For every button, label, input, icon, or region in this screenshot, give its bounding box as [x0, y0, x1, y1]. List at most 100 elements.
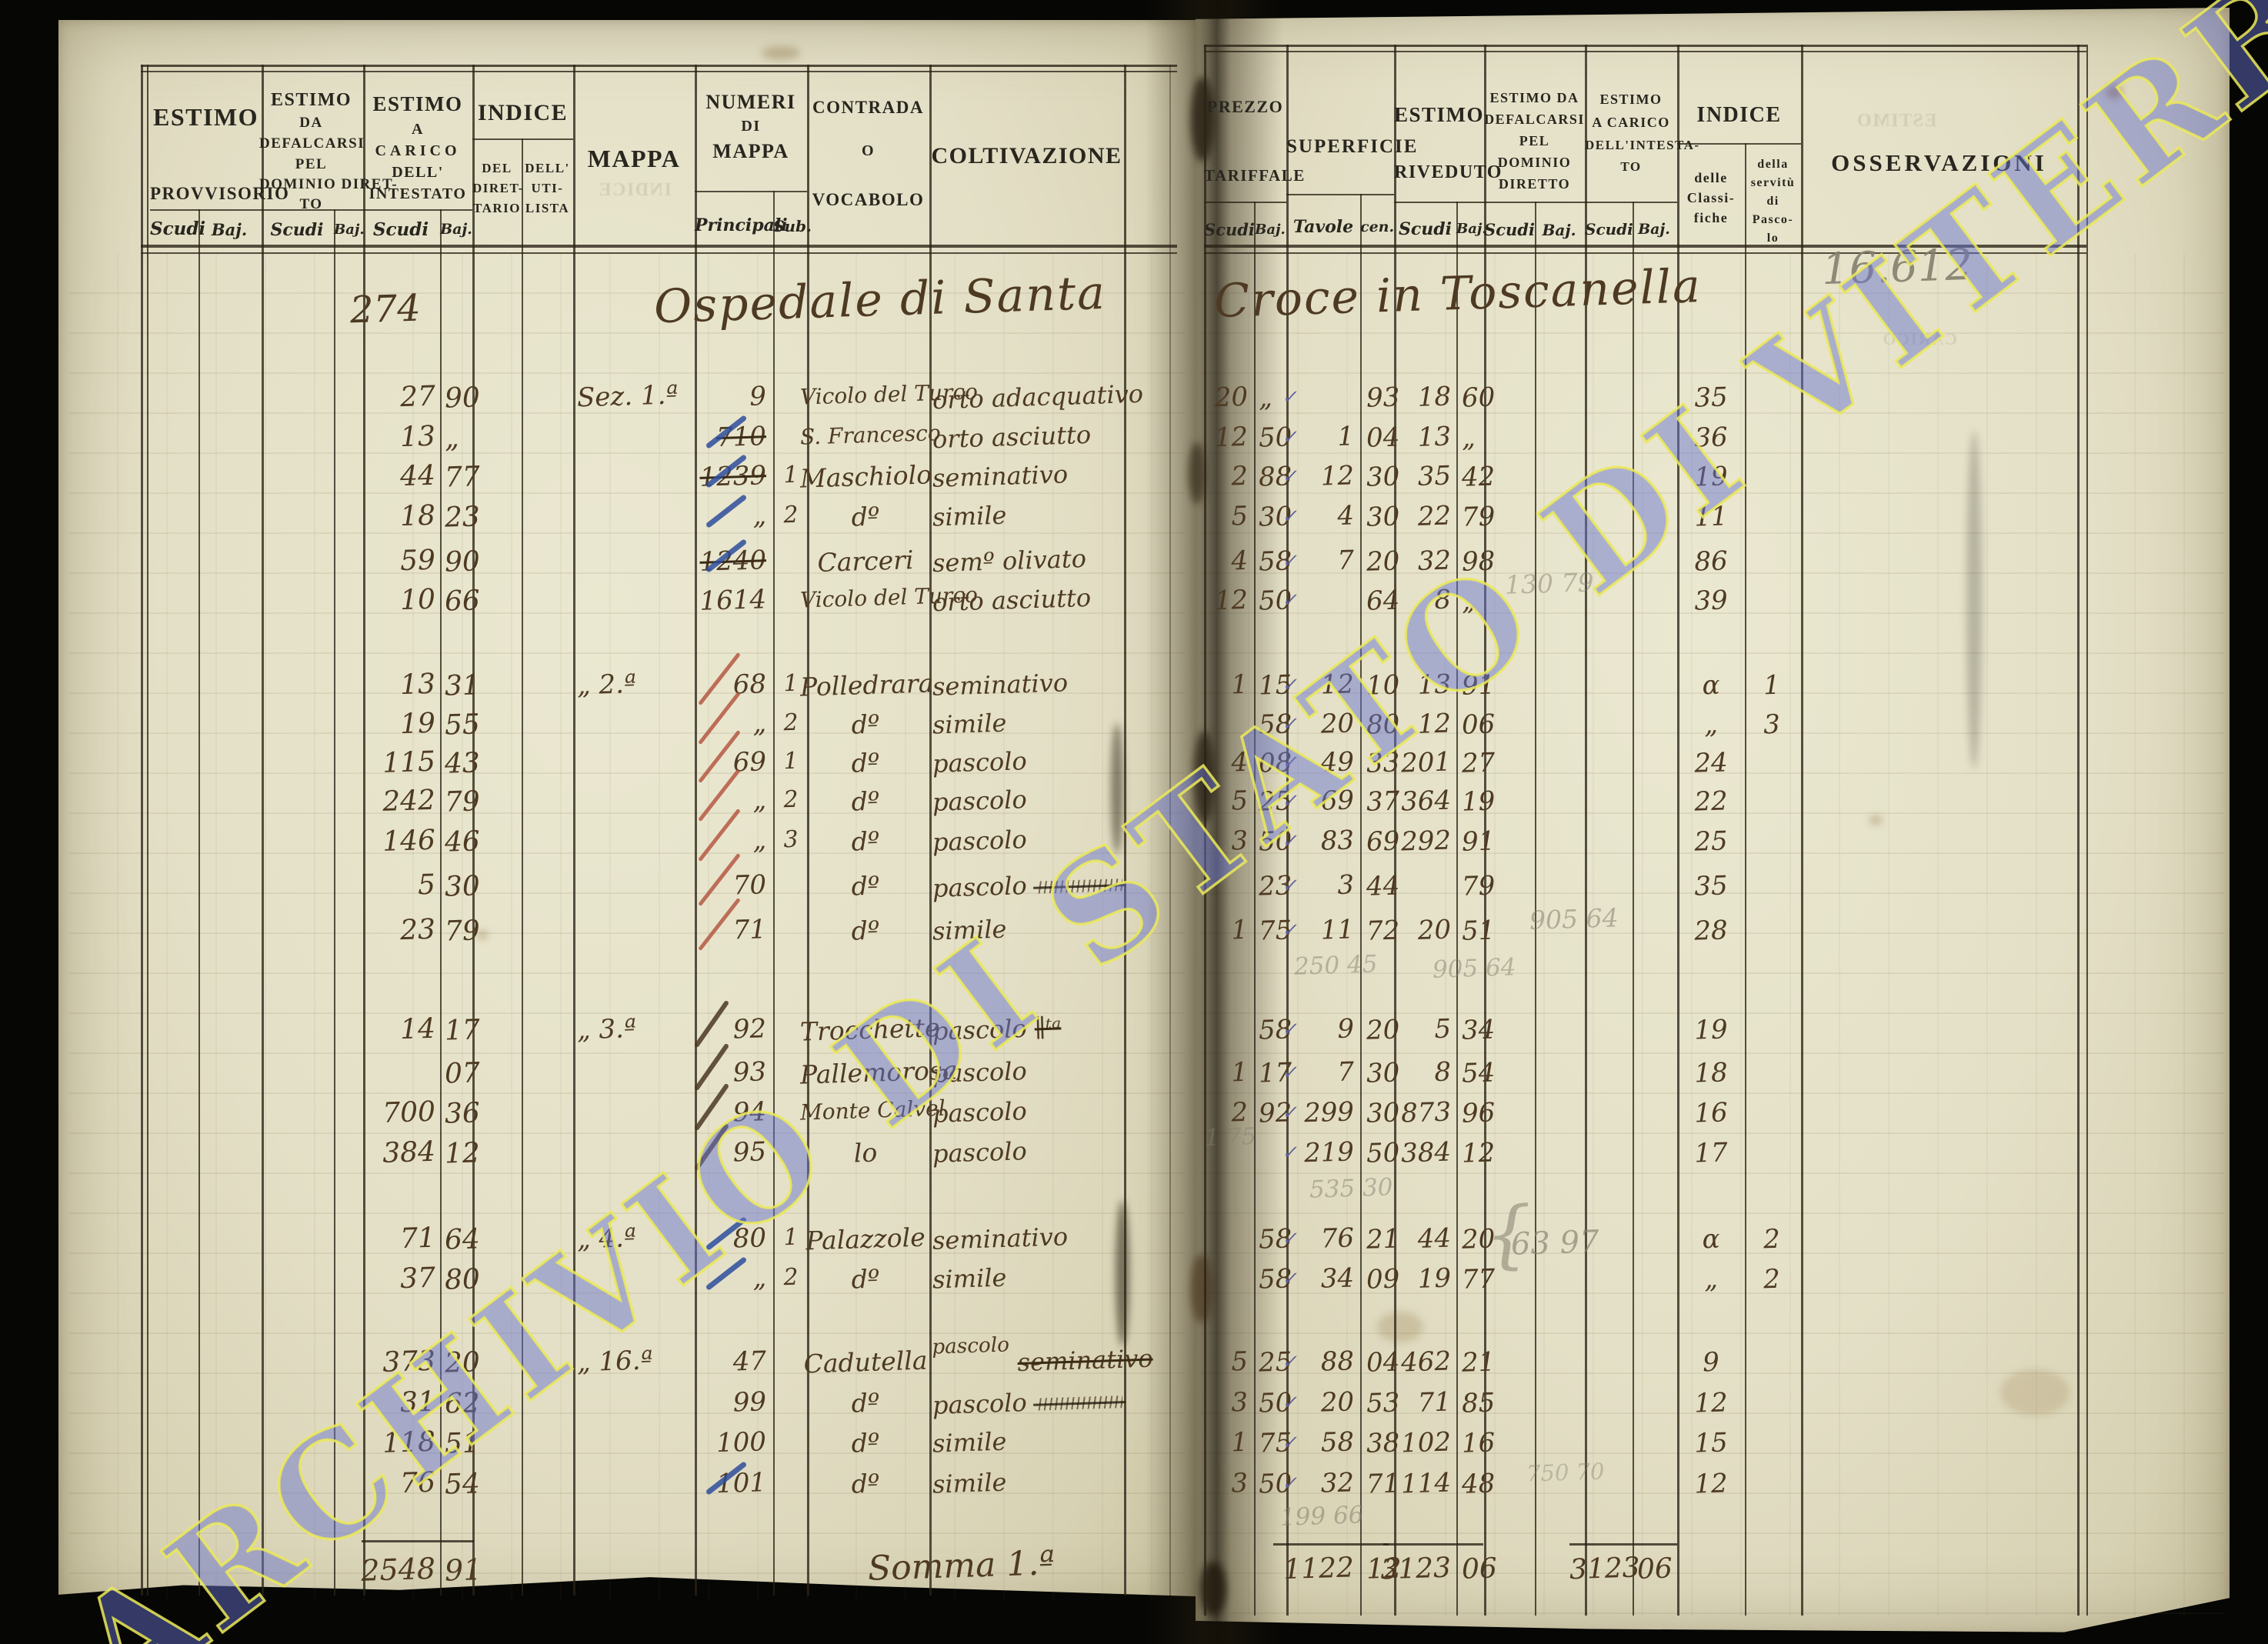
- bleedthrough-text: INDICE: [598, 180, 672, 200]
- paper-stain: [1869, 815, 1882, 825]
- cell-superficie-scudi: 69: [1320, 785, 1355, 817]
- cell-estimo-carico-old-scudi: 373: [382, 1345, 436, 1379]
- somma-label: Somma 1.ª: [867, 1543, 1056, 1589]
- cell-estimo-carico-old-scudi: 37: [399, 1262, 436, 1296]
- cell-indice-classifiche: 12: [1693, 1387, 1729, 1419]
- subheader-scudi: Scudi: [270, 220, 324, 240]
- struck-scribble: [1036, 879, 1122, 894]
- subheader-scudi: Scudi: [1398, 219, 1453, 239]
- cell-indice-classifiche: 36: [1693, 422, 1729, 454]
- somma-estimo-carico-old-scudi: 2548: [360, 1551, 436, 1588]
- cell-estimo-riveduto-scudi: 44: [1417, 1222, 1452, 1255]
- cell-prezzo-scudi: 1: [1230, 914, 1249, 946]
- header-vocabolo: VOCABOLO: [812, 190, 925, 209]
- cell-estimo-carico-old-baj: 12: [444, 1137, 481, 1170]
- cell-contrada: Maschiolo: [799, 459, 932, 494]
- header-to2: TO: [1620, 159, 1642, 174]
- header-estimo-provvisorio: ESTIMO: [152, 103, 259, 131]
- cell-numero-mappa: 93: [732, 1056, 767, 1089]
- cell-estimo-riveduto-scudi: 873: [1400, 1096, 1452, 1129]
- cell-contrada: Vicolo del Turco: [799, 582, 979, 613]
- cell-indice-classifiche: 22: [1693, 785, 1729, 818]
- header-coltivazione: COLTIVAZIONE: [931, 143, 1122, 168]
- header-osservazioni: OSSERVAZIONI: [1831, 149, 2047, 176]
- header-del: DEL: [482, 161, 512, 175]
- cell-prezzo-scudi: 1: [1230, 1426, 1249, 1459]
- cell-contrada: Polledrara: [799, 668, 934, 702]
- paper-stain: [1377, 1312, 1423, 1342]
- cell-coltivazione: semº olivato: [932, 543, 1087, 579]
- cell-estimo-carico-old-scudi: 14: [399, 1012, 436, 1046]
- cell-estimo-riveduto-scudi: 102: [1400, 1426, 1452, 1459]
- cell-coltivazione: pascolo: [932, 825, 1028, 857]
- header-carico: CARICO: [375, 142, 461, 159]
- cell-superficie-scudi: 12: [1320, 460, 1355, 492]
- header-servitu: servitù: [1750, 176, 1796, 189]
- somma-estimo-carico-new-scudi: 3123: [1569, 1552, 1641, 1586]
- cell-estimo-riveduto-baj: 51: [1461, 915, 1496, 947]
- cell-numero-mappa: 92: [732, 1013, 767, 1045]
- header-numeri: NUMERI: [705, 91, 796, 113]
- cell-coltivazione: orto adacquativo: [932, 378, 1144, 415]
- cell-estimo-carico-old-scudi: 23: [399, 913, 436, 947]
- cell-estimo-riveduto-scudi: 18: [1417, 381, 1452, 413]
- cell-estimo-riveduto-scudi: 8: [1433, 584, 1452, 616]
- cell-estimo-riveduto-baj: 79: [1461, 870, 1496, 902]
- cell-superficie-scudi: 7: [1336, 1056, 1355, 1088]
- cell-estimo-riveduto-baj: 34: [1461, 1014, 1496, 1046]
- subheader-scudi: Scudi: [1204, 220, 1255, 239]
- cell-estimo-riveduto-scudi: 384: [1400, 1136, 1452, 1169]
- cell-contrada: dº: [851, 915, 880, 946]
- header-superficie: SUPERFICIE: [1286, 136, 1419, 157]
- somma-estimo-riveduto-baj: 06: [1461, 1552, 1498, 1586]
- cell-estimo-riveduto-scudi: 71: [1417, 1386, 1452, 1419]
- paper-stain: [2000, 1369, 2070, 1416]
- subheader-scudi: Scudi: [150, 218, 206, 239]
- cell-estimo-riveduto-scudi: 13: [1417, 421, 1452, 453]
- pencil-annotation: 535 30: [1309, 1173, 1394, 1204]
- cell-contrada: dº: [851, 870, 880, 902]
- subheader-baj: Baj.: [1542, 221, 1576, 239]
- cell-coltivazione: simile: [932, 708, 1007, 740]
- cell-prezzo-scudi: 2: [1230, 460, 1249, 492]
- cell-prezzo-scudi: 20: [1214, 381, 1249, 414]
- cell-superficie-scudi: 20: [1320, 1386, 1355, 1419]
- cell-indice-classifiche: 15: [1693, 1427, 1729, 1459]
- somma-estimo-riveduto-scudi: 3123: [1379, 1552, 1452, 1586]
- cell-contrada: dº: [851, 1387, 880, 1419]
- cell-superficie-scudi: 12: [1320, 669, 1355, 701]
- cell-estimo-riveduto-baj: 54: [1461, 1057, 1496, 1089]
- bleedthrough-text: ESTIMO: [1856, 111, 1937, 131]
- cell-indice-classifiche: „: [1703, 709, 1719, 741]
- header-indice-left: INDICE: [477, 100, 569, 125]
- cell-estimo-riveduto-scudi: 32: [1417, 545, 1452, 577]
- header-diretto: DIRETTO: [1498, 176, 1571, 192]
- entry-title-left: Ospedale di Santa: [653, 265, 1107, 335]
- header-mappa2: MAPPA: [712, 140, 789, 162]
- cell-contrada: lo: [853, 1137, 878, 1169]
- cell-numero-mappa: 47: [732, 1346, 767, 1378]
- header-indice-right: INDICE: [1696, 103, 1782, 127]
- paper-stain: [1966, 431, 1982, 769]
- cell-indice-classifiche: 86: [1693, 545, 1729, 578]
- header-tariffale: TARIFFALE: [1204, 166, 1306, 185]
- subheader-scudi: Scudi: [1484, 220, 1535, 239]
- header-delle: delle: [1694, 170, 1728, 185]
- cell-estimo-carico-old-baj: 79: [444, 785, 481, 819]
- cell-superficie-scudi: 88: [1320, 1346, 1355, 1378]
- cell-estimo-carico-old-baj: 51: [444, 1427, 481, 1460]
- cell-contrada: Trocchette: [799, 1012, 941, 1047]
- cell-prezzo-scudi: 3: [1230, 1467, 1249, 1499]
- cell-superficie-scudi: 4: [1336, 500, 1355, 532]
- cell-contrada: dº: [851, 747, 880, 779]
- cell-superficie-scudi: 3: [1336, 869, 1355, 901]
- header-dominio2: DOMINIO: [1497, 155, 1572, 170]
- cell-estimo-riveduto-baj: 91: [1461, 669, 1496, 702]
- cell-indice-classifiche: 19: [1693, 461, 1729, 493]
- header-dominio: DOMINIO DIRET-: [259, 176, 399, 192]
- cell-superficie-scudi: 20: [1320, 708, 1355, 740]
- cell-coltivazione: pascolo: [932, 746, 1028, 779]
- header-estimo-carico: ESTIMO: [372, 92, 463, 115]
- cell-estimo-carico-old-scudi: 59: [399, 544, 436, 578]
